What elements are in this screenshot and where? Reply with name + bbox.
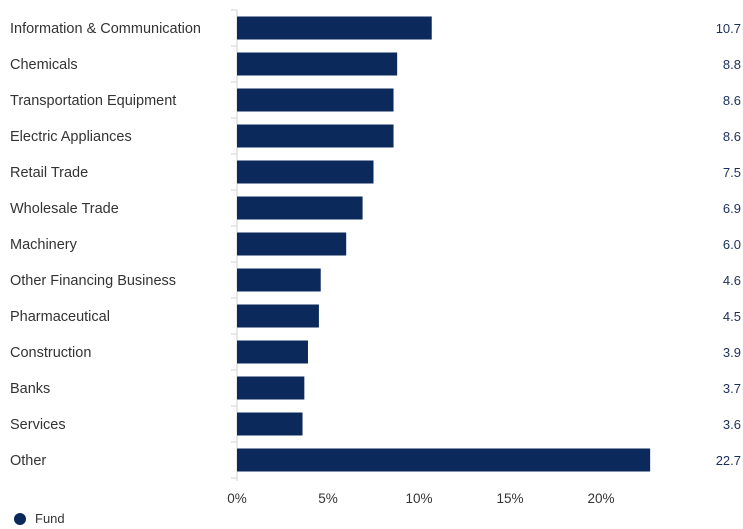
value-label-pharmaceutical: 4.5 [723, 309, 741, 324]
category-label-machinery: Machinery [10, 237, 78, 253]
category-label-banks: Banks [10, 381, 50, 397]
value-label-wholesale-trade: 6.9 [723, 201, 741, 216]
legend: Fund [14, 511, 65, 526]
bar-chemicals [237, 52, 398, 76]
category-label-retail-trade: Retail Trade [10, 165, 88, 181]
bars [237, 16, 651, 472]
value-label-construction: 3.9 [723, 345, 741, 360]
category-labels: Information & Communication Chemicals Tran… [10, 21, 201, 469]
value-label-services: 3.6 [723, 417, 741, 432]
x-tick-label: 0% [227, 491, 247, 506]
bar-pharmaceutical [237, 304, 319, 328]
bar-electric-appliances [237, 124, 394, 148]
value-label-other-financing-business: 4.6 [723, 273, 741, 288]
category-label-pharmaceutical: Pharmaceutical [10, 309, 110, 325]
value-label-transportation-equipment: 8.6 [723, 93, 741, 108]
bar-banks [237, 376, 305, 400]
value-label-chemicals: 8.8 [723, 57, 741, 72]
category-label-chemicals: Chemicals [10, 57, 78, 73]
bar-machinery [237, 232, 347, 256]
value-label-retail-trade: 7.5 [723, 165, 741, 180]
value-label-electric-appliances: 8.6 [723, 129, 741, 144]
bar-information-and-communication [237, 16, 432, 40]
x-tick-labels: 0% 5% 10% 15% 20% [227, 491, 614, 506]
value-labels: 10.7 8.8 8.6 8.6 7.5 6.9 6.0 4.6 4.5 3.9 3.7 3.6 22.… [716, 21, 741, 468]
category-label-other-financing-business: Other Financing Business [10, 273, 176, 289]
legend-marker-fund [14, 512, 26, 525]
bar-other [237, 448, 651, 472]
value-label-information-and-communication: 10.7 [716, 21, 741, 36]
x-tick-label: 20% [587, 491, 614, 506]
bar-transportation-equipment [237, 88, 394, 112]
bar-other-financing-business [237, 268, 321, 292]
x-tick-label: 10% [405, 491, 432, 506]
value-label-machinery: 6.0 [723, 237, 741, 252]
bar-wholesale-trade [237, 196, 363, 220]
x-tick-label: 15% [496, 491, 523, 506]
category-label-information-and-communication: Information & Communication [10, 21, 201, 37]
value-label-banks: 3.7 [723, 381, 741, 396]
category-label-electric-appliances: Electric Appliances [10, 129, 132, 145]
legend-label-fund: Fund [35, 511, 65, 526]
bar-construction [237, 340, 308, 364]
category-label-transportation-equipment: Transportation Equipment [10, 93, 176, 109]
bar-retail-trade [237, 160, 374, 184]
category-label-services: Services [10, 417, 66, 433]
axis-ticks [231, 9, 237, 479]
bar-services [237, 412, 303, 436]
category-label-wholesale-trade: Wholesale Trade [10, 201, 119, 217]
x-tick-label: 5% [318, 491, 338, 506]
value-label-other: 22.7 [716, 453, 741, 468]
category-label-construction: Construction [10, 345, 91, 361]
category-label-other: Other [10, 453, 46, 469]
